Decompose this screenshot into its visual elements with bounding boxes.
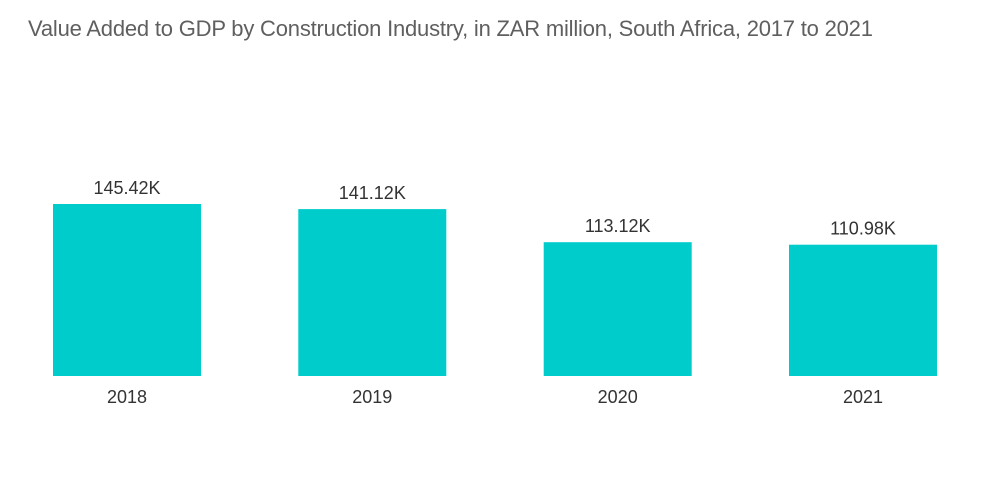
data-label-2020: 113.12K — [585, 216, 651, 236]
x-tick-label-2018: 2018 — [107, 387, 147, 407]
bar-2020 — [543, 242, 692, 376]
chart-title: Value Added to GDP by Construction Indus… — [28, 16, 873, 41]
data-labels-group: 145.42K 141.12K 113.12K 110.98K — [93, 178, 895, 239]
x-tick-label-2021: 2021 — [843, 387, 883, 407]
x-tick-label-2019: 2019 — [352, 387, 392, 407]
bar-2019 — [298, 209, 447, 376]
bars-group — [53, 204, 937, 376]
bar-2021 — [789, 244, 937, 376]
data-label-2019: 141.12K — [339, 183, 406, 203]
x-axis-ticks-group: 2018 2019 2020 2021 — [107, 387, 883, 407]
data-label-2021: 110.98K — [830, 219, 896, 239]
data-label-2018: 145.42K — [93, 178, 160, 198]
x-tick-label-2020: 2020 — [598, 387, 638, 407]
bar-2018 — [53, 204, 201, 376]
